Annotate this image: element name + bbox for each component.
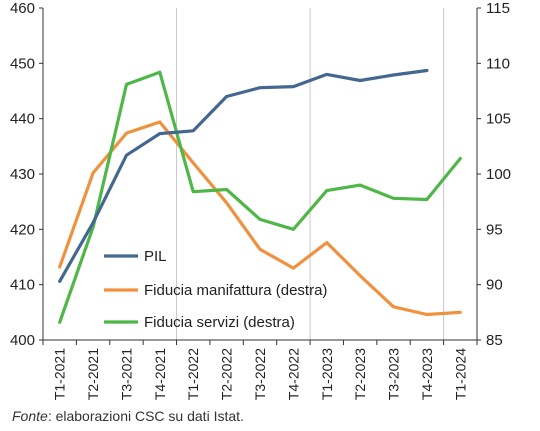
right-tick-label: 100 [486, 166, 511, 183]
x-axis-ticks: T1-2021 T2-2021 T3-2021 T4-2021 T1-2022 T2-20… [52, 348, 469, 400]
x-tick-label: T1-2022 [185, 348, 201, 400]
period-divider-lines [176, 8, 445, 340]
x-tick-label: T3-2022 [252, 348, 268, 400]
series-line-2 [58, 120, 462, 317]
source-text: : elaborazioni CSC su dati Istat. [47, 408, 244, 424]
left-tick-label: 410 [10, 277, 35, 294]
x-tick-label: T4-2021 [152, 348, 168, 400]
legend-label-3: Fiducia servizi (destra) [144, 314, 295, 331]
right-tick-label: 105 [486, 111, 511, 128]
legend-label-1: PIL [144, 248, 167, 265]
x-tick-label: T4-2022 [285, 348, 301, 400]
right-axis-ticks: 85 90 95 100 105 110 115 [477, 0, 511, 349]
series-line-1 [58, 68, 429, 283]
left-tick-label: 400 [10, 332, 35, 349]
chart: 400 410 420 430 440 450 460 85 90 95 100 105 110 115… [10, 0, 511, 400]
x-tick-label: T3-2023 [386, 348, 402, 400]
x-tick-label: T4-2023 [419, 348, 435, 400]
left-tick-label: 420 [10, 221, 35, 238]
right-tick-label: 90 [486, 277, 503, 294]
x-tick-label: T1-2021 [52, 348, 68, 400]
right-tick-label: 95 [486, 221, 503, 238]
left-tick-label: 430 [10, 166, 35, 183]
series-line-3 [58, 70, 462, 324]
right-tick-label: 110 [486, 55, 510, 72]
right-tick-label: 115 [486, 0, 510, 17]
source-label: Fonte [12, 408, 48, 424]
left-tick-label: 450 [10, 55, 35, 72]
left-tick-label: 460 [10, 0, 35, 17]
legend-label-2: Fiducia manifattura (destra) [144, 282, 327, 299]
x-tick-label: T2-2023 [352, 348, 368, 400]
x-tick-label: T2-2021 [85, 348, 101, 400]
x-tick-label: T3-2021 [118, 348, 134, 400]
left-tick-label: 440 [10, 111, 35, 128]
x-tick-label: T1-2024 [452, 348, 468, 400]
x-tick-label: T1-2023 [319, 348, 335, 400]
series-lines [58, 68, 462, 324]
right-tick-label: 85 [486, 332, 503, 349]
left-axis-ticks: 400 410 420 430 440 450 460 [10, 0, 43, 349]
legend: PIL Fiducia manifattura (destra) Fiducia s… [104, 248, 327, 331]
source-note: Fonte: elaborazioni CSC su dati Istat. [12, 408, 244, 424]
x-tick-label: T2-2022 [219, 348, 235, 400]
